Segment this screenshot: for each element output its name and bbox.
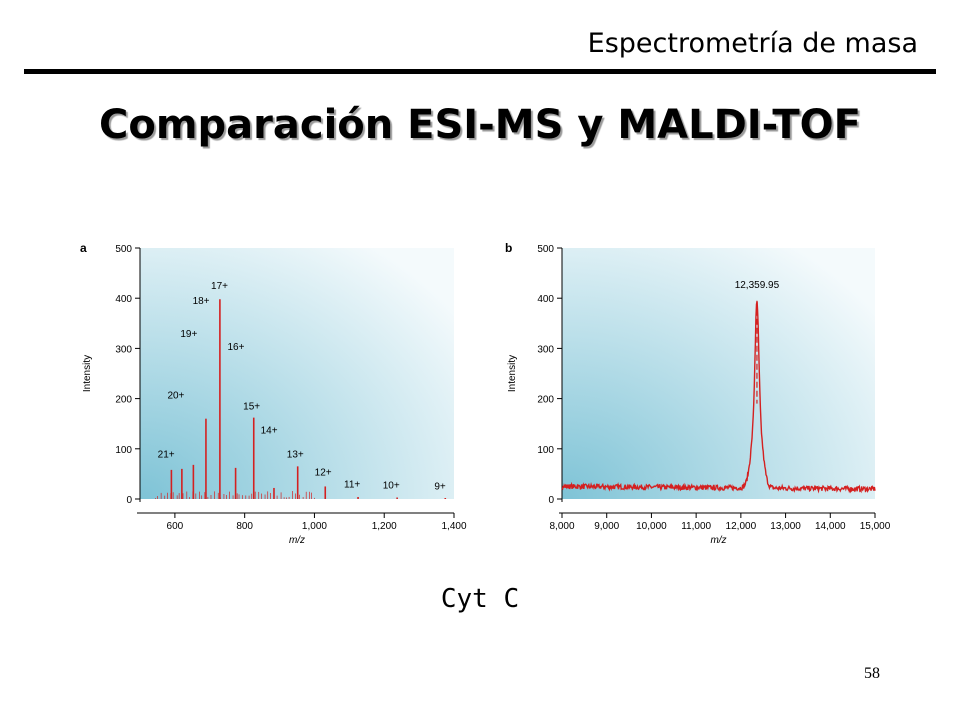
- x-tick-label: 14,000: [815, 521, 846, 532]
- section-title: Espectrometría de masa: [587, 28, 918, 59]
- x-axis-title: m/z: [289, 535, 305, 546]
- y-tick-label: 200: [115, 395, 132, 406]
- x-tick-label: 9,000: [594, 521, 619, 532]
- spectrum-panel-a: 0 100 200 300 400 500 600 800 1,000 1,200 1,400 m/z…: [80, 241, 467, 546]
- panel-label: a: [80, 241, 87, 255]
- plot-background: [562, 248, 875, 499]
- figure-caption: Cyt C: [440, 584, 520, 614]
- peak-annotation: 19+: [180, 329, 197, 340]
- x-tick-label: 600: [167, 521, 184, 532]
- peak-annotation: 18+: [193, 296, 210, 307]
- x-tick-label: 13,000: [770, 521, 801, 532]
- y-axis-title: Intensity: [82, 355, 93, 392]
- x-tick-label: 1,400: [441, 521, 466, 532]
- y-tick-label: 500: [115, 244, 132, 255]
- x-tick-label: 8,000: [549, 521, 574, 532]
- peak-annotation: 11+: [344, 479, 360, 490]
- x-tick-label: 11,000: [681, 521, 711, 532]
- x-tick-label: 12,000: [726, 521, 757, 532]
- peak-annotation: 12,359.95: [735, 280, 780, 291]
- y-tick-label: 0: [548, 495, 554, 506]
- peak-annotation: 15+: [243, 402, 260, 413]
- peak-annotation: 16+: [227, 342, 244, 353]
- x-tick-label: 800: [236, 521, 253, 532]
- page-number: 58: [864, 665, 880, 682]
- spectrum-trace: [561, 301, 876, 494]
- peak-annotation: 13+: [287, 449, 304, 460]
- peak-annotation: 10+: [383, 480, 400, 491]
- y-tick-label: 100: [115, 445, 132, 456]
- x-tick-label: 10,000: [636, 521, 667, 532]
- x-tick-label: 1,200: [372, 521, 397, 532]
- peak-annotation: 9+: [434, 481, 446, 492]
- panel-label: b: [505, 241, 512, 255]
- peak-annotation: 12+: [315, 467, 332, 478]
- y-tick-label: 400: [537, 294, 554, 305]
- peak-annotation: 17+: [211, 281, 228, 292]
- y-tick-label: 300: [115, 344, 132, 355]
- x-axis-title: m/z: [710, 535, 726, 546]
- plot-background: [140, 248, 454, 499]
- peak-annotation: 20+: [167, 391, 184, 402]
- y-tick-label: 0: [126, 495, 132, 506]
- header-divider: [24, 69, 936, 74]
- y-tick-label: 300: [537, 344, 554, 355]
- y-axis-title: Intensity: [507, 355, 518, 392]
- y-tick-label: 100: [537, 445, 554, 456]
- y-tick-label: 200: [537, 395, 554, 406]
- y-tick-label: 400: [115, 294, 132, 305]
- slide-title: Comparación ESI-MS y MALDI-TOF: [99, 102, 861, 148]
- peak-annotation: 21+: [158, 449, 175, 460]
- x-tick-label: 15,000: [860, 521, 891, 532]
- x-tick-label: 1,000: [302, 521, 327, 532]
- peak-annotation: 14+: [261, 426, 278, 437]
- y-tick-label: 500: [537, 244, 554, 255]
- spectrum-panel-b: 0 100 200 300 400 500 8,000 9,000 10,000 11,000 12…: [505, 241, 891, 546]
